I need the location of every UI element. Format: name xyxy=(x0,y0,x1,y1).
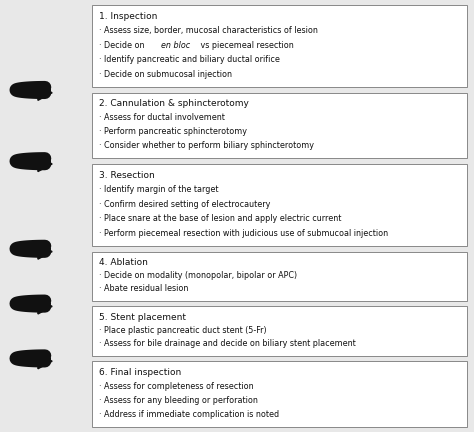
FancyBboxPatch shape xyxy=(92,5,467,87)
Text: · Abate residual lesion: · Abate residual lesion xyxy=(99,284,188,293)
Text: en bloc: en bloc xyxy=(161,41,190,50)
FancyBboxPatch shape xyxy=(92,164,467,246)
FancyBboxPatch shape xyxy=(92,251,467,301)
Text: · Perform piecemeal resection with judicious use of submucoal injection: · Perform piecemeal resection with judic… xyxy=(99,229,388,238)
Text: · Confirm desired setting of electrocautery: · Confirm desired setting of electrocaut… xyxy=(99,200,270,209)
Text: · Assess for bile drainage and decide on biliary stent placement: · Assess for bile drainage and decide on… xyxy=(99,339,356,348)
Text: · Decide on modality (monopolar, bipolar or APC): · Decide on modality (monopolar, bipolar… xyxy=(99,271,297,280)
Text: · Address if immediate complication is noted: · Address if immediate complication is n… xyxy=(99,410,279,419)
Text: · Decide on submucosal injection: · Decide on submucosal injection xyxy=(99,70,232,79)
Text: · Consider whether to perform biliary sphincterotomy: · Consider whether to perform biliary sp… xyxy=(99,141,314,150)
Text: · Assess size, border, mucosal characteristics of lesion: · Assess size, border, mucosal character… xyxy=(99,26,318,35)
Polygon shape xyxy=(38,354,52,369)
Polygon shape xyxy=(38,156,52,172)
Text: 2. Cannulation & sphincterotomy: 2. Cannulation & sphincterotomy xyxy=(99,99,248,108)
Text: · Identify pancreatic and biliary ductal orifice: · Identify pancreatic and biliary ductal… xyxy=(99,55,280,64)
Text: · Place plastic pancreatic duct stent (5-Fr): · Place plastic pancreatic duct stent (5… xyxy=(99,326,266,335)
Text: 4. Ablation: 4. Ablation xyxy=(99,258,147,267)
Text: · Identify margin of the target: · Identify margin of the target xyxy=(99,185,218,194)
Text: · Assess for ductal involvement: · Assess for ductal involvement xyxy=(99,113,225,122)
FancyBboxPatch shape xyxy=(92,306,467,356)
FancyBboxPatch shape xyxy=(92,361,467,427)
FancyBboxPatch shape xyxy=(92,93,467,159)
Text: · Decide on: · Decide on xyxy=(99,41,146,50)
Polygon shape xyxy=(38,299,52,314)
Text: 1. Inspection: 1. Inspection xyxy=(99,12,157,21)
Text: · Assess for any bleeding or perforation: · Assess for any bleeding or perforation xyxy=(99,396,257,405)
Text: 3. Resection: 3. Resection xyxy=(99,171,155,180)
Polygon shape xyxy=(38,85,52,100)
Text: 6. Final inspection: 6. Final inspection xyxy=(99,368,181,377)
Polygon shape xyxy=(38,244,52,259)
Text: 5. Stent placement: 5. Stent placement xyxy=(99,312,186,321)
Text: · Perform pancreatic sphincterotomy: · Perform pancreatic sphincterotomy xyxy=(99,127,246,137)
Text: · Assess for completeness of resection: · Assess for completeness of resection xyxy=(99,382,253,391)
Text: · Place snare at the base of lesion and apply electric current: · Place snare at the base of lesion and … xyxy=(99,214,341,223)
Text: vs piecemeal resection: vs piecemeal resection xyxy=(198,41,294,50)
